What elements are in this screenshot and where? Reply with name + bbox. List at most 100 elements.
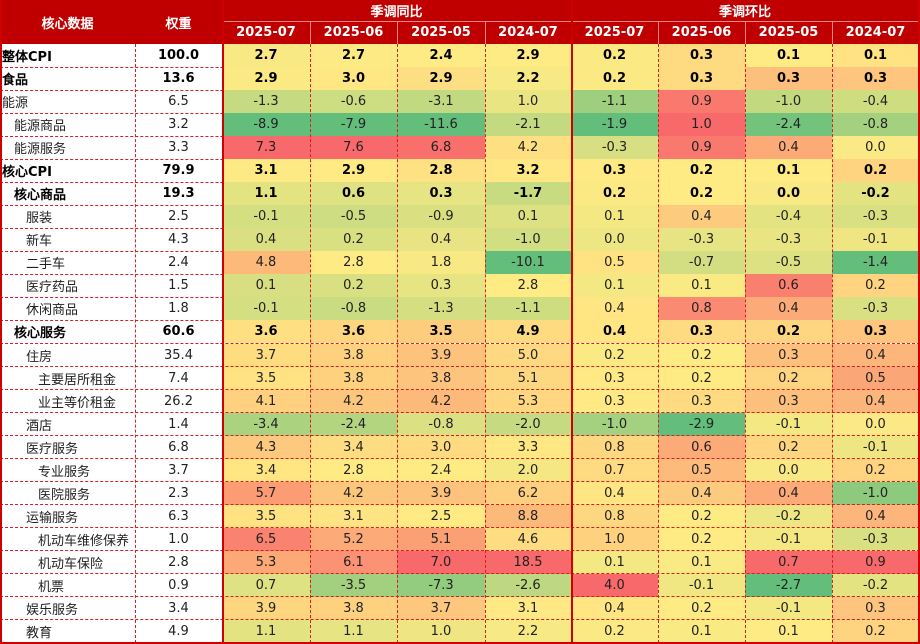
row-weight: 1.8: [168, 301, 189, 317]
header-divider: [222, 21, 919, 22]
row-label: 机动车维修保养: [38, 533, 130, 549]
yoy-value: 3.5: [222, 366, 310, 390]
row-weight: 79.9: [162, 163, 195, 179]
mom-value: 0.3: [571, 366, 658, 390]
row-label: 医院服务: [38, 487, 91, 503]
row-weight: 3.3: [168, 140, 189, 156]
yoy-value: 3.0: [310, 67, 397, 91]
yoy-value: 3.1: [222, 159, 310, 183]
yoy-value: 2.9: [310, 159, 397, 183]
mom-value: 0.9: [658, 90, 745, 114]
row-weight: 1.5: [168, 278, 189, 294]
header-core-data: 核心数据: [0, 0, 135, 44]
mom-value: -0.3: [745, 228, 832, 252]
row-label: 能源商品: [14, 119, 67, 135]
row-label: 核心服务: [14, 326, 67, 342]
yoy-value: 5.2: [310, 527, 397, 551]
row-label: 机动车保险: [38, 556, 104, 572]
row-weight: 6.5: [168, 94, 189, 110]
yoy-value: -0.6: [310, 90, 397, 114]
col-divider: [832, 44, 833, 643]
mom-value: 0.3: [832, 596, 919, 620]
mom-value: 0.8: [658, 297, 745, 321]
mom-value: 0.6: [745, 274, 832, 298]
yoy-value: -0.1: [222, 205, 310, 229]
row-weight: 19.3: [162, 186, 195, 202]
row-label: 酒店: [26, 418, 53, 434]
row-label: 医疗药品: [26, 280, 79, 296]
mom-value: 0.3: [658, 320, 745, 344]
header-yoy-2025-06: 2025-06: [310, 21, 397, 44]
mom-value: -1.0: [832, 481, 919, 505]
mom-value: 0.2: [571, 67, 658, 91]
mom-value: 0.9: [832, 550, 919, 574]
yoy-value: 3.0: [397, 435, 485, 459]
mom-value: 0.5: [832, 366, 919, 390]
row-weight: 60.6: [162, 324, 195, 340]
mom-value: 0.8: [571, 504, 658, 528]
header-col-divider: [485, 21, 486, 44]
row-weight: 4.9: [168, 623, 189, 639]
mom-value: 0.4: [832, 343, 919, 367]
yoy-value: 1.1: [222, 182, 310, 206]
yoy-value: 0.6: [310, 182, 397, 206]
mom-value: -0.1: [832, 435, 919, 459]
mom-value: 0.4: [571, 320, 658, 344]
row-label: 核心商品: [14, 188, 67, 204]
row-weight: 6.3: [168, 508, 189, 524]
yoy-value: 2.8: [485, 274, 571, 298]
yoy-value: 5.3: [485, 389, 571, 413]
mom-value: 0.1: [745, 159, 832, 183]
row-label: 机票: [38, 579, 65, 595]
yoy-value: -7.9: [310, 113, 397, 137]
yoy-value: 4.3: [222, 435, 310, 459]
yoy-value: 3.7: [222, 343, 310, 367]
mom-value: 0.1: [658, 550, 745, 574]
yoy-value: 3.1: [310, 504, 397, 528]
col-divider: [135, 44, 136, 643]
mom-value: -0.3: [832, 527, 919, 551]
mom-value: 0.4: [658, 481, 745, 505]
yoy-value: 2.9: [485, 44, 571, 68]
row-label: 娱乐服务: [26, 602, 79, 618]
mom-value: 0.7: [571, 458, 658, 482]
mom-value: 0.4: [832, 504, 919, 528]
col-divider: [485, 44, 486, 643]
yoy-value: 0.3: [397, 274, 485, 298]
mom-value: 0.9: [658, 136, 745, 160]
row-weight: 3.7: [168, 462, 189, 478]
mom-value: -0.2: [832, 182, 919, 206]
row-weight: 3.2: [168, 117, 189, 133]
yoy-value: 0.1: [485, 205, 571, 229]
mom-value: 0.7: [745, 550, 832, 574]
yoy-value: 3.6: [222, 320, 310, 344]
row-label: 医疗服务: [26, 441, 79, 457]
yoy-value: -0.8: [310, 297, 397, 321]
mom-value: 0.2: [745, 435, 832, 459]
yoy-value: 18.5: [485, 550, 571, 574]
row-label: 新车: [26, 234, 53, 250]
mom-value: 0.1: [832, 44, 919, 68]
group-divider: [571, 0, 573, 644]
mom-value: 0.1: [745, 44, 832, 68]
mom-value: 0.6: [658, 435, 745, 459]
yoy-value: 4.8: [222, 251, 310, 275]
mom-value: 0.4: [571, 297, 658, 321]
header-mom-2024-07: 2024-07: [832, 21, 919, 44]
header-yoy-2024-07: 2024-07: [485, 21, 571, 44]
mom-value: 0.0: [571, 228, 658, 252]
mom-value: 0.3: [832, 67, 919, 91]
yoy-value: 0.7: [222, 573, 310, 597]
mom-value: -0.2: [745, 504, 832, 528]
yoy-value: 3.5: [222, 504, 310, 528]
mom-value: 0.3: [745, 343, 832, 367]
row-weight: 100.0: [157, 48, 200, 64]
yoy-value: 3.3: [485, 435, 571, 459]
yoy-value: 2.8: [310, 251, 397, 275]
yoy-value: 6.8: [397, 136, 485, 160]
yoy-value: 3.2: [485, 159, 571, 183]
table-bottom-border: [0, 642, 920, 644]
row-weight: 2.8: [168, 554, 189, 570]
mom-value: -1.0: [571, 412, 658, 436]
mom-value: 0.1: [658, 619, 745, 643]
